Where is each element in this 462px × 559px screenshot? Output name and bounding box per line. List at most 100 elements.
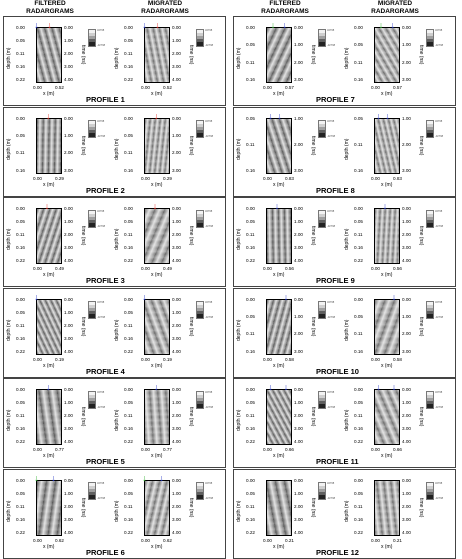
depth-axis-label: depth (m) [114, 319, 120, 341]
colorbar-min-label: -32768 [327, 315, 336, 319]
x-axis-label: x (m) [43, 181, 55, 188]
time-tick: 1.00 [64, 132, 73, 138]
depth-tick: 0.05 [246, 314, 255, 320]
red-arrow-icon: ↓ [154, 110, 159, 121]
x-axis-label: x (m) [273, 272, 285, 279]
green-arrow-icon: ↓ [270, 20, 276, 30]
time-tick: 3.00 [64, 167, 73, 173]
colorbar-min-label: -32768 [435, 44, 444, 47]
time-axis-label: time (ns) [80, 45, 86, 65]
x-axis-label: x (m) [381, 91, 393, 97]
x-tick: 0.62 [55, 538, 64, 543]
depth-tick: 0.00 [124, 478, 133, 483]
depth-tick: 0.22 [124, 439, 133, 445]
depth-tick: 0.11 [16, 322, 25, 328]
profile-panel: depth (m) 0.00 0.05 0.11 0.16 0.22 0.00 1.00 2.0… [233, 197, 456, 288]
depth-tick: 0.11 [124, 322, 133, 328]
red-arrow-icon: ↓ [155, 20, 160, 30]
header-line: FILTERED [269, 0, 301, 7]
time-tick: 4.00 [64, 258, 73, 264]
depth-tick: 0.05 [124, 132, 133, 138]
x-tick: 0.00 [141, 538, 150, 543]
time-tick: 0.00 [64, 115, 73, 121]
time-tick: 4.00 [64, 77, 73, 82]
depth-tick: 0.22 [354, 530, 363, 535]
x-axis-label: x (m) [381, 544, 393, 550]
x-tick: 0.00 [141, 447, 150, 453]
time-tick: 1.00 [172, 491, 181, 496]
blue-arrow-icon: ↓ [46, 382, 51, 393]
depth-tick: 0.16 [124, 335, 133, 341]
depth-tick: 0.05 [16, 38, 25, 43]
blue-arrow-icon: ↓ [391, 291, 397, 302]
colorbar-min-label: -32768 [435, 315, 444, 319]
depth-tick: 0.00 [246, 206, 255, 212]
depth-tick: 0.22 [16, 258, 25, 264]
colorbar-max-label: 32768 [205, 300, 213, 304]
depth-tick: 0.05 [246, 115, 255, 121]
time-tick: 2.00 [294, 59, 303, 65]
depth-tick: 0.11 [354, 141, 363, 147]
depth-tick: 0.00 [16, 115, 25, 121]
colorbar-max-label: 32768 [97, 391, 105, 395]
time-tick: 2.00 [294, 331, 303, 337]
depth-axis-label: depth (m) [344, 409, 350, 432]
depth-tick: 0.00 [246, 296, 255, 302]
profile-panel: depth (m) 0.00 0.05 0.11 0.16 0.22 0.00 1.00 2.0… [233, 469, 456, 559]
x-axis-label: x (m) [381, 362, 393, 369]
depth-tick: 0.00 [354, 387, 363, 393]
depth-tick: 0.16 [354, 348, 363, 354]
colorbar-min-label: -32768 [327, 44, 336, 47]
migrated-radargram [144, 389, 170, 446]
colorbar [426, 29, 434, 47]
depth-tick: 0.11 [246, 59, 255, 65]
time-axis-label: time (ns) [310, 226, 316, 246]
time-axis-label: time (ns) [310, 45, 316, 65]
depth-axis-label: depth (m) [236, 500, 242, 522]
x-tick: 0.00 [263, 85, 272, 90]
blue-arrow-icon: ↓ [382, 201, 388, 212]
migrated-radargram [374, 389, 400, 446]
filtered-radargram [266, 27, 292, 83]
header-right-filtered: FILTERED RADARGRAMS [235, 0, 335, 15]
depth-tick: 0.11 [354, 232, 363, 238]
time-tick: 1.00 [64, 38, 73, 43]
time-tick: 2.00 [64, 413, 73, 419]
colorbar-max-label: 32768 [205, 391, 213, 395]
depth-tick: 0.05 [16, 132, 25, 138]
depth-axis-label: depth (m) [236, 319, 242, 341]
depth-tick: 0.11 [16, 504, 25, 509]
colorbar-min-label: -32768 [205, 406, 214, 410]
time-tick: 1.00 [402, 115, 411, 121]
time-tick: 2.00 [402, 504, 411, 509]
time-tick: 1.00 [172, 219, 181, 225]
time-tick: 4.00 [402, 258, 411, 264]
colorbar-min-label: -32768 [97, 315, 106, 319]
x-tick: 0.00 [33, 175, 42, 181]
filtered-radargram [266, 208, 292, 265]
x-tick: 0.19 [163, 356, 172, 362]
time-tick: 0.00 [172, 115, 181, 121]
colorbar [88, 391, 96, 410]
migrated-radargram [374, 298, 400, 355]
time-tick: 1.00 [64, 309, 73, 315]
time-tick: 0.00 [402, 296, 411, 302]
x-tick: 0.00 [263, 538, 272, 543]
depth-axis-label: depth (m) [236, 138, 242, 160]
depth-tick: 0.11 [124, 51, 133, 56]
time-tick: 0.00 [172, 206, 181, 212]
colorbar-max-label: 32768 [327, 210, 335, 214]
colorbar [88, 482, 96, 500]
depth-tick: 0.05 [246, 219, 255, 225]
time-tick: 4.00 [64, 439, 73, 445]
time-axis-label: time (ns) [80, 407, 86, 427]
depth-tick: 0.00 [124, 387, 133, 393]
blue-arrow-icon: ↓ [34, 20, 39, 30]
migrated-radargram [144, 208, 170, 265]
blue-arrow-icon: ↓ [283, 291, 289, 302]
filtered-radargram [266, 298, 292, 355]
colorbar-max-label: 32768 [327, 300, 335, 304]
colorbar-max-label: 32768 [327, 482, 335, 485]
depth-tick: 0.05 [354, 491, 363, 496]
colorbar-min-label: -32768 [97, 44, 106, 47]
